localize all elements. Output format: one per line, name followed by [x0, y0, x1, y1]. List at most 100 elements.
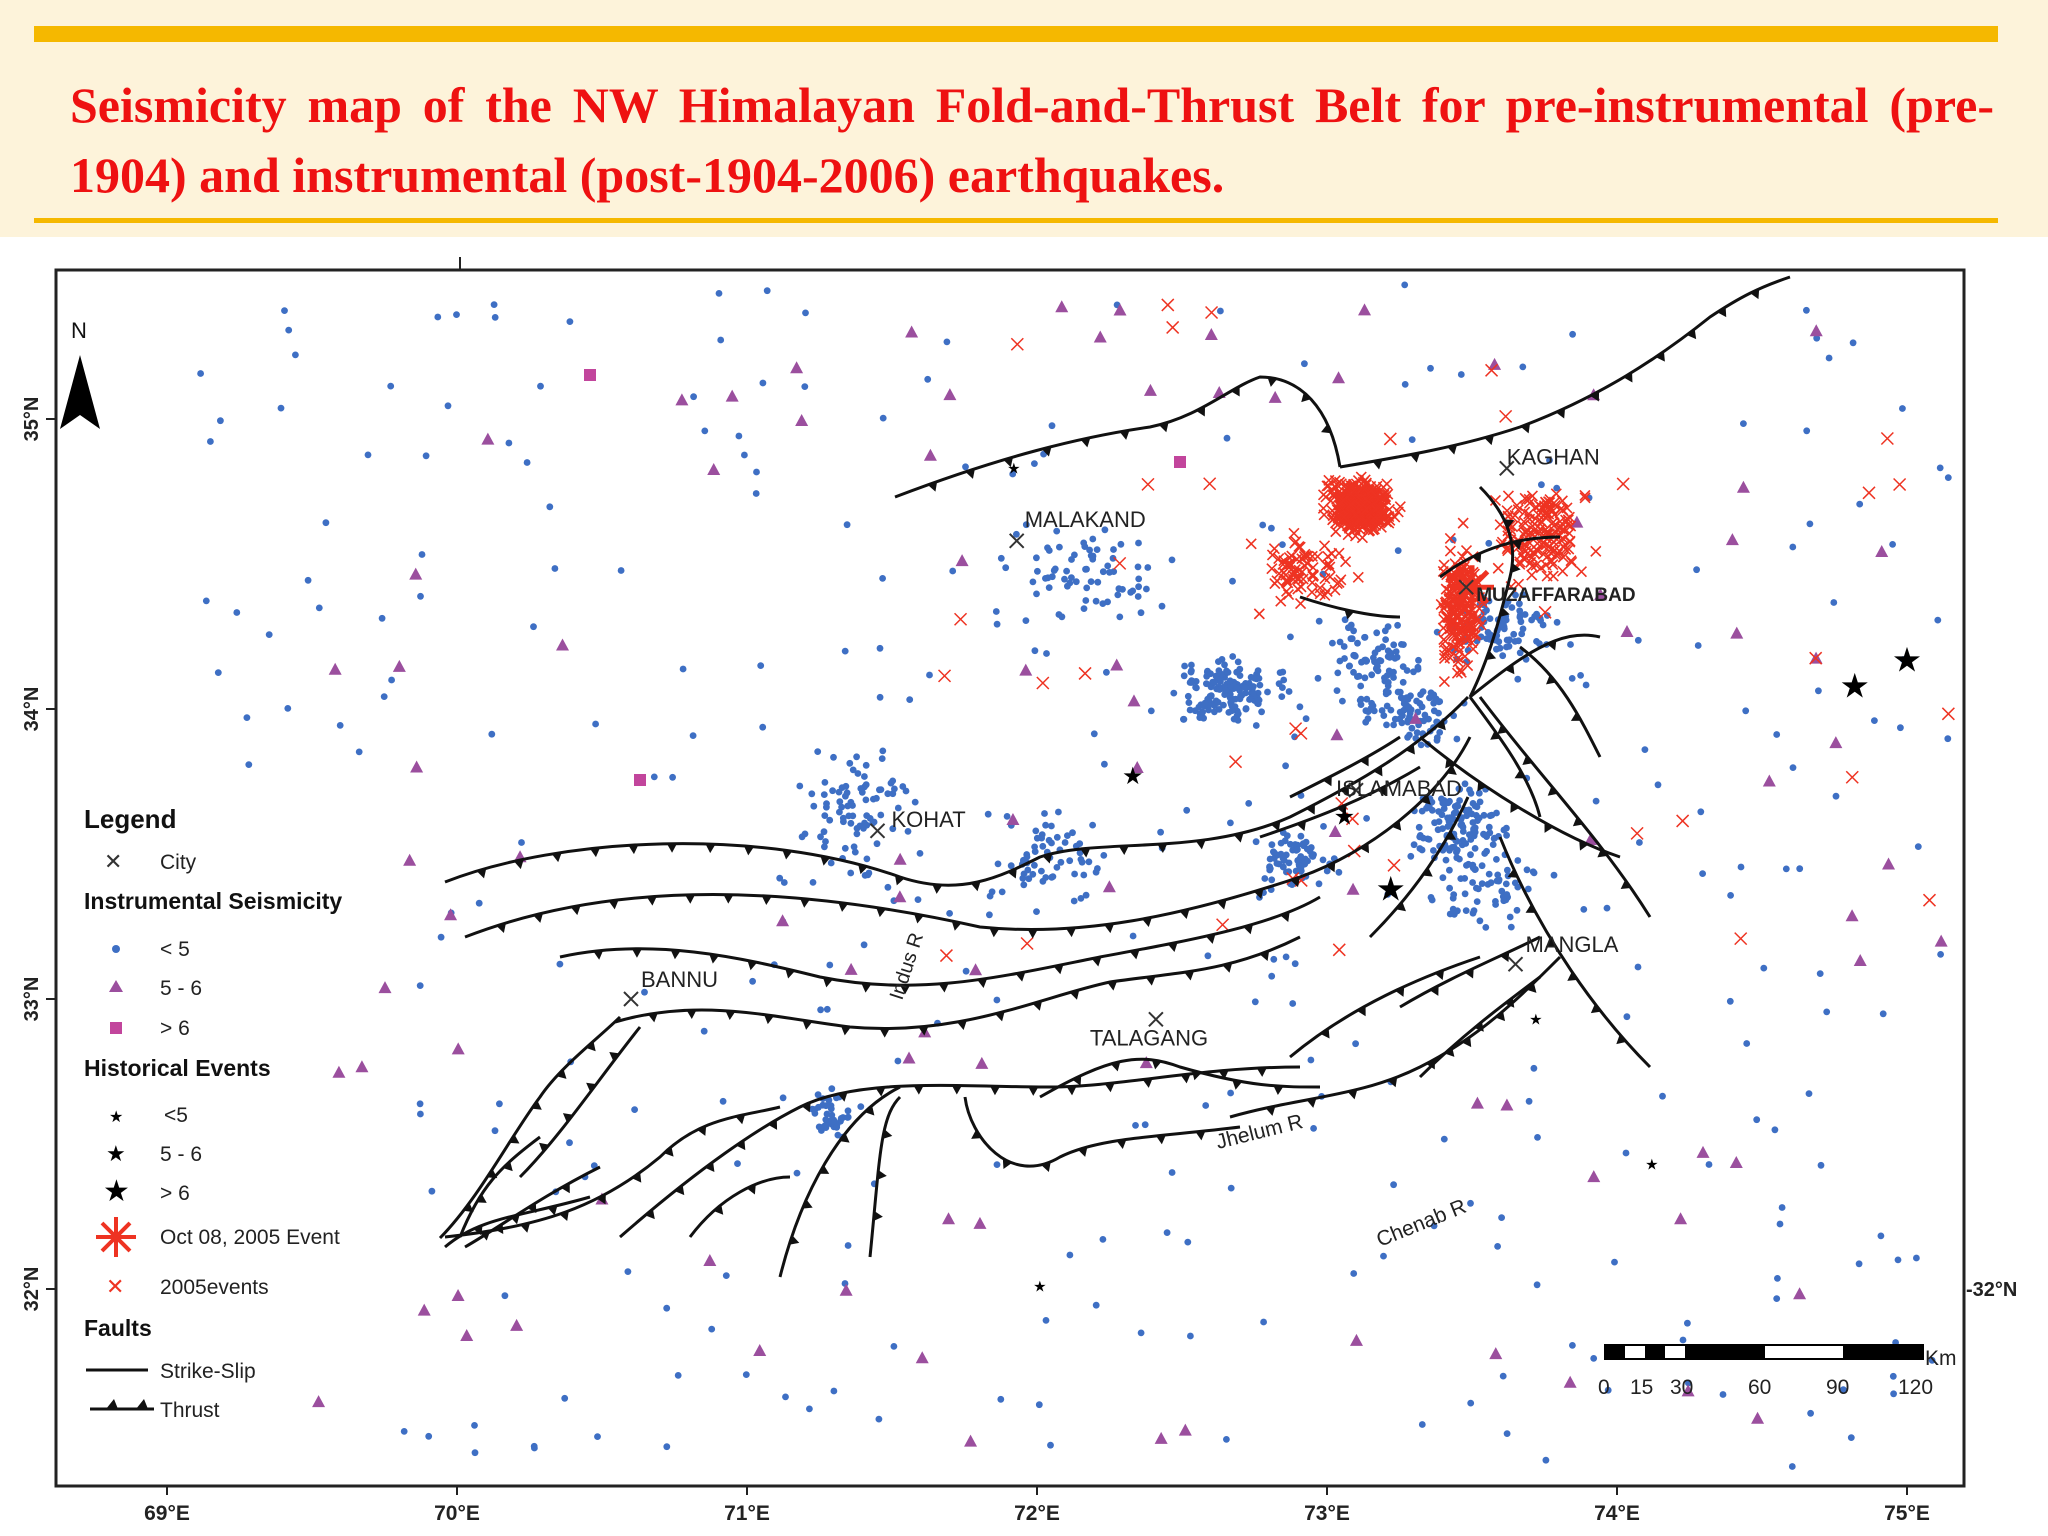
- event-2005-cross: [1293, 573, 1305, 585]
- thrust-tooth: [838, 902, 849, 912]
- small-event-dot: [1398, 719, 1406, 727]
- event-2005-cross: [1392, 506, 1404, 518]
- moderate-event-triangle: [839, 1283, 853, 1296]
- event-2005-cross: [939, 949, 953, 963]
- city-label: ISLAMABAD: [1336, 776, 1462, 801]
- small-event-dot: [1485, 823, 1493, 831]
- thrust-tooth: [1507, 868, 1518, 878]
- city-marker: [1507, 956, 1524, 972]
- thrust-tooth: [989, 927, 1000, 938]
- thrust-tooth: [1145, 976, 1156, 986]
- small-event-dot: [207, 438, 214, 445]
- event-2005-cross: [1377, 493, 1389, 505]
- small-event-dot: [592, 720, 599, 728]
- event-2005-cross: [1616, 477, 1630, 491]
- small-event-dot: [1789, 764, 1797, 771]
- small-event-dot: [1087, 578, 1095, 585]
- small-event-dot: [1048, 839, 1055, 847]
- small-event-dot: [843, 521, 851, 529]
- thrust-tooth: [1230, 386, 1240, 397]
- small-event-dot: [1137, 609, 1145, 617]
- small-event-dot: [1068, 556, 1075, 563]
- small-event-dot: [1384, 679, 1392, 686]
- thrust-tooth: [674, 1184, 685, 1196]
- small-event-dot: [839, 1114, 847, 1121]
- axis-labels-layer: 69°E 70°E 71°E 72°E 73°E 74°E 75°E 35°N 34°N 33°N…: [21, 397, 2017, 1525]
- thrust-tooth: [768, 1119, 778, 1130]
- small-event-dot: [1082, 565, 1089, 573]
- small-event-dot: [1092, 597, 1100, 605]
- small-event-dot: [1622, 1149, 1630, 1157]
- legend-2005-event-icon: ✕: [106, 1274, 124, 1299]
- small-event-dot: [1498, 1214, 1505, 1221]
- small-event-dot: [877, 811, 885, 819]
- small-event-dot: [1580, 906, 1588, 913]
- moderate-event-triangle: [451, 1042, 465, 1055]
- small-event-dot: [821, 812, 829, 819]
- small-event-dot: [1261, 875, 1269, 882]
- event-2005-cross: [1455, 625, 1467, 637]
- event-2005-cross: [1448, 608, 1460, 621]
- event-2005-cross: [1862, 486, 1876, 500]
- small-event-dot: [1135, 539, 1142, 547]
- faults-layer: [438, 275, 1791, 1278]
- event-2005-cross: [1880, 431, 1894, 446]
- event-2005-cross: [1282, 588, 1295, 601]
- small-event-dot: [1023, 853, 1031, 861]
- title-band: Seismicity map of the NW Himalayan Fold-…: [0, 0, 2048, 237]
- event-2005-cross: [1367, 512, 1379, 525]
- thrust-tooth: [608, 899, 619, 910]
- thrust-tooth: [1259, 950, 1270, 961]
- event-2005-cross: [1565, 520, 1577, 532]
- legend-title: Legend: [84, 804, 176, 834]
- small-event-dot: [1053, 864, 1061, 871]
- cities-layer: MALAKAND KAGHAN MUZAFFARABAD ISLAMABAD KOHAT…: [623, 444, 1636, 1050]
- small-event-dot: [1217, 307, 1224, 315]
- event-2005-cross: [1371, 513, 1383, 525]
- event-2005-cross: [1443, 612, 1455, 624]
- legend-instrumental-small: < 5: [160, 938, 190, 961]
- event-2005-cross: [1537, 548, 1550, 560]
- event-2005-cross: [1352, 571, 1364, 583]
- thrust-tooth: [561, 1182, 570, 1194]
- thrust-tooth: [965, 468, 975, 479]
- event-2005-cross: [1444, 532, 1456, 545]
- small-event-dot: [1483, 635, 1490, 642]
- small-event-dot: [993, 620, 1001, 628]
- thrust-tooth: [743, 845, 754, 856]
- small-event-dot: [828, 1085, 836, 1093]
- thrust-tooth: [1446, 765, 1457, 775]
- small-event-dot: [1045, 547, 1053, 554]
- thrust-tooth: [840, 1025, 851, 1036]
- small-event-dot: [851, 848, 859, 856]
- event-2005-cross: [1078, 666, 1092, 680]
- small-event-dot: [1058, 613, 1066, 621]
- north-label: N: [71, 318, 87, 343]
- event-2005-cross: [1383, 432, 1397, 446]
- small-event-dot: [1170, 689, 1178, 697]
- fault-line: [778, 1085, 901, 1278]
- event-2005-cross: [1444, 652, 1456, 664]
- historical-event-star: ★: [1645, 1156, 1658, 1174]
- small-event-dot: [1228, 707, 1236, 715]
- small-event-dot: [1099, 1236, 1107, 1243]
- moderate-event-triangle: [893, 890, 907, 903]
- small-event-dot: [1254, 667, 1262, 674]
- thrust-tooth: [473, 1225, 483, 1236]
- small-event-dot: [1245, 800, 1253, 807]
- thrust-tooth: [761, 895, 772, 906]
- small-event-dot: [735, 432, 743, 440]
- event-2005-cross: [1268, 543, 1280, 555]
- thrust-tooth: [873, 1210, 883, 1221]
- small-event-dot: [1387, 706, 1395, 714]
- small-event-dot: [700, 1027, 708, 1035]
- small-event-dot: [518, 839, 525, 846]
- moderate-event-triangle: [1470, 1096, 1484, 1109]
- thrust-tooth: [1218, 1070, 1229, 1080]
- thrust-tooth: [562, 1113, 574, 1123]
- fault-line: [963, 1096, 1241, 1168]
- small-event-dot: [1090, 730, 1098, 738]
- event-2005-cross: [1343, 522, 1355, 534]
- small-event-dot: [1510, 630, 1518, 638]
- small-event-dot: [1185, 699, 1193, 706]
